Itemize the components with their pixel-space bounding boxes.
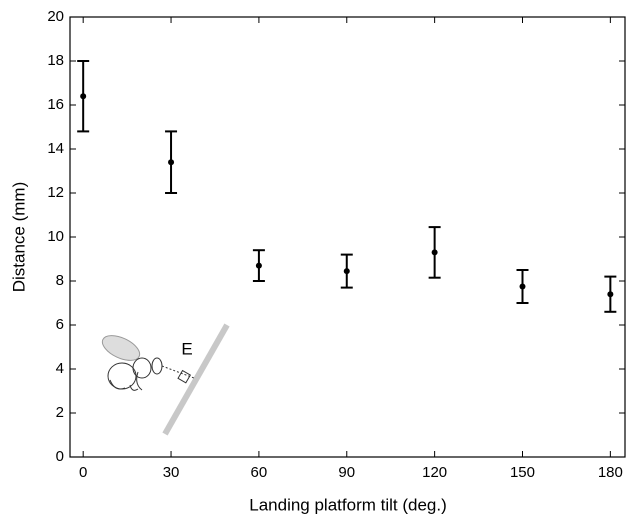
y-tick-label: 12 [47,184,64,201]
point [168,159,175,166]
annotation: E [181,339,192,358]
y-tick-label: 20 [47,8,64,25]
y-tick-label: 10 [47,228,64,245]
y-tick-label: 0 [56,448,64,465]
y-tick-label: 4 [56,360,64,377]
point [607,291,614,298]
x-tick-label: 30 [163,464,180,481]
point [343,268,350,275]
x-axis-label: Landing platform tilt (deg.) [249,495,447,514]
y-tick-label: 2 [56,404,64,421]
plot-frame [69,16,626,458]
point [519,283,526,290]
bee-illustration [101,323,230,436]
y-tick-label: 14 [47,140,64,157]
point [80,93,87,100]
y-tick-label: 8 [56,272,64,289]
y-tick-label: 18 [47,52,64,69]
x-tick-label: 120 [422,464,447,481]
x-tick-label: 0 [79,464,87,481]
x-tick-label: 90 [338,464,355,481]
x-tick-label: 150 [510,464,535,481]
x-tick-label: 60 [251,464,268,481]
y-tick-label: 16 [47,96,64,113]
y-tick-label: 6 [56,316,64,333]
y-axis-label: Distance (mm) [9,182,28,293]
point [431,249,438,256]
x-tick-label: 180 [598,464,623,481]
point [255,262,262,269]
